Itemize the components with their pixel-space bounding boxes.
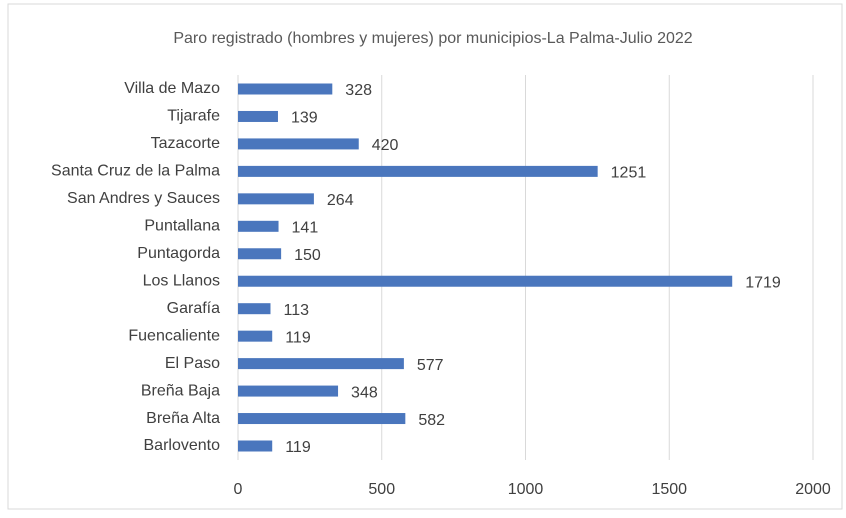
y-tick-label: Garafía [167,300,220,317]
bar [238,138,359,150]
data-label: 420 [372,137,399,154]
chart-title: Paro registrado (hombres y mujeres) por … [173,30,692,47]
bar [238,440,273,452]
bar [238,385,339,397]
y-tick-label: Los Llanos [143,272,220,289]
bar [238,330,273,342]
y-tick-label: Puntagorda [137,245,220,262]
chart-frame [7,3,843,510]
y-tick-label: Fuencaliente [128,327,220,344]
y-tick-label: Breña Baja [141,382,220,399]
data-label: 113 [283,302,309,319]
y-tick-label: Puntallana [144,218,220,235]
data-label: 119 [285,329,311,346]
bar [238,303,271,315]
x-tick-label: 1500 [651,481,687,498]
bar [238,358,404,370]
y-tick-label: Breña Alta [146,410,220,427]
bar [238,165,598,177]
x-tick-label: 2000 [795,481,831,498]
x-tick-label: 1000 [508,481,544,498]
bar [238,248,282,260]
bar [238,275,733,287]
bar [238,83,333,95]
data-label: 1251 [611,165,647,182]
data-label: 348 [351,384,378,401]
bar [238,413,406,425]
y-tick-label: Tijarafe [167,108,220,125]
data-label: 264 [327,192,354,209]
data-label: 150 [294,247,321,264]
data-label: 328 [345,82,372,99]
bar [238,193,314,205]
bar [238,220,279,232]
y-tick-label: El Paso [165,355,220,372]
x-tick-label: 0 [234,481,243,498]
data-label: 1719 [745,274,781,291]
data-label: 139 [291,110,318,127]
y-tick-label: Santa Cruz de la Palma [51,163,220,180]
y-tick-label: Villa de Mazo [124,80,220,97]
bar [238,110,278,122]
y-tick-label: Tazacorte [151,135,220,152]
y-tick-label: San Andres y Sauces [67,190,220,207]
data-label: 582 [418,412,445,429]
data-label: 119 [285,439,311,456]
data-label: 141 [292,220,319,237]
data-label: 577 [417,357,444,374]
x-tick-label: 500 [368,481,395,498]
y-tick-label: Barlovento [144,437,221,454]
